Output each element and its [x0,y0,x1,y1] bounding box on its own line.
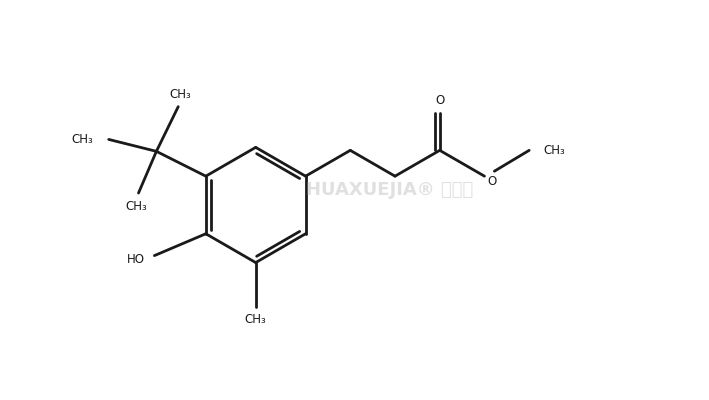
Text: O: O [435,94,445,107]
Text: HUAXUEJIA® 化学加: HUAXUEJIA® 化学加 [306,181,474,199]
Text: CH₃: CH₃ [543,144,565,157]
Text: CH₃: CH₃ [245,313,267,326]
Text: HO: HO [126,253,145,266]
Text: O: O [487,175,497,188]
Text: CH₃: CH₃ [71,133,93,146]
Text: CH₃: CH₃ [169,88,191,101]
Text: CH₃: CH₃ [125,200,147,214]
